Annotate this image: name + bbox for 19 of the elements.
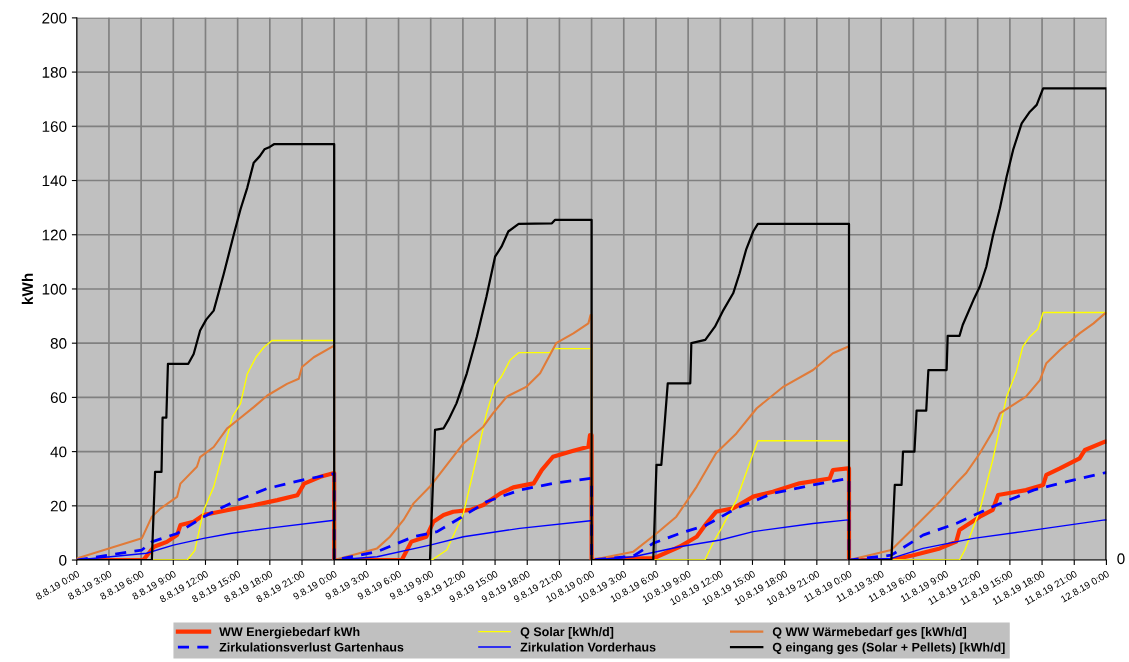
- y-tick-label: 100: [42, 283, 67, 295]
- y-tick-label: 0: [59, 554, 67, 566]
- legend-label: Q eingang ges (Solar + Pellets) [kWh/d]: [772, 642, 1005, 655]
- y-axis-title: kWh: [21, 273, 33, 305]
- y-tick-label: 20: [50, 500, 67, 512]
- legend-label: Zirkulation Vorderhaus: [520, 642, 656, 652]
- y-tick-label: 180: [42, 66, 67, 78]
- y-tick-label: 160: [42, 121, 67, 132]
- legend-label: Zirkulationsverlust Gartenhaus: [219, 642, 404, 652]
- legend-label: Q WW Wärmebedarf ges [kWh/d]: [772, 626, 967, 639]
- y-tick-label: 140: [42, 175, 67, 187]
- legend-label: WW Energiebedarf kWh: [219, 626, 360, 639]
- y-tick-label: 80: [50, 338, 67, 349]
- y-tick-label: 40: [50, 446, 67, 458]
- legend-label: Q Solar [kWh/d]: [520, 626, 614, 639]
- y-tick-label: 200: [42, 12, 67, 24]
- text: 0: [1117, 553, 1125, 565]
- y-tick-label: 60: [50, 392, 67, 404]
- y-tick-label: 120: [42, 229, 67, 241]
